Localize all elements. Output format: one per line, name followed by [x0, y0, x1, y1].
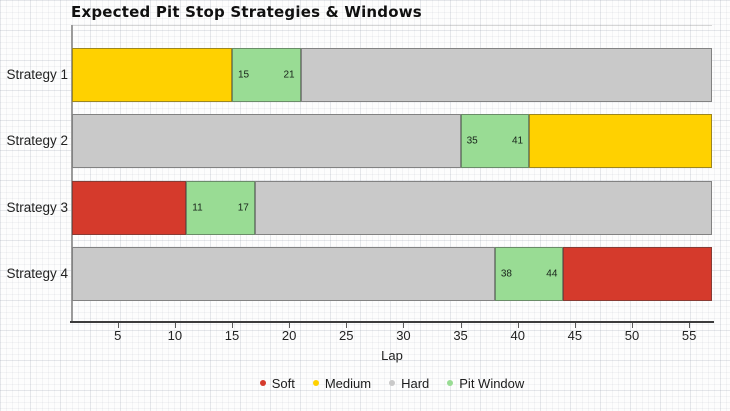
bar-segment-hard	[72, 246, 495, 301]
x-tick-mark	[460, 323, 462, 328]
legend-item-medium: Medium	[312, 375, 372, 391]
x-tick-label: 35	[453, 328, 468, 343]
x-tick-mark	[232, 323, 233, 328]
pit-window-end-label: 44	[546, 268, 558, 280]
pit-window-segment: 35 41	[460, 114, 530, 169]
bar-segment-hard	[254, 180, 712, 235]
y-axis-label: Strategy 1	[6, 67, 68, 82]
x-tick-mark	[346, 323, 348, 328]
legend-marker-hard	[389, 380, 396, 386]
x-tick-mark	[403, 323, 405, 328]
x-tick-label: 30	[396, 328, 411, 343]
pit-window-start-label: 38	[500, 268, 512, 280]
legend-label: Soft	[271, 375, 295, 391]
x-tick-mark	[632, 323, 633, 328]
legend-marker-soft	[259, 380, 266, 386]
y-axis-line	[71, 25, 73, 322]
legend-item-hard: Hard	[389, 376, 429, 391]
x-tick-label: 40	[510, 328, 525, 343]
pit-window-segment: 15 21	[232, 48, 301, 102]
legend-label: Medium	[324, 375, 372, 391]
y-axis-label: Strategy 2	[6, 133, 68, 149]
pit-window-end-label: 21	[283, 69, 295, 81]
x-tick-mark	[517, 323, 519, 328]
pit-window-segment: 38 44	[494, 246, 564, 301]
bar-segment-soft	[72, 180, 187, 235]
chart-title: Expected Pit Stop Strategies & Windows	[71, 3, 422, 21]
legend: Soft Medium Hard Pit Window	[42, 373, 730, 393]
bar-segment-soft	[563, 246, 712, 301]
pit-window-start-label: 15	[238, 69, 250, 81]
x-tick-label: 15	[224, 328, 240, 343]
pit-window-start-label: 35	[466, 135, 478, 147]
legend-marker-medium	[312, 380, 319, 386]
x-tick-label: 45	[567, 328, 583, 343]
legend-item-soft: Soft	[259, 375, 295, 391]
x-tick-mark	[574, 323, 576, 328]
x-tick-label: 20	[281, 328, 297, 343]
pit-window-segment: 11 17	[186, 180, 255, 235]
pit-window-end-label: 41	[512, 135, 524, 147]
legend-label: Hard	[401, 375, 430, 391]
bar-segment-hard	[300, 48, 712, 102]
x-tick-mark	[289, 323, 291, 328]
x-tick-mark	[174, 323, 176, 328]
y-axis-label: Strategy 3	[6, 199, 68, 215]
pit-window-start-label: 11	[192, 202, 203, 214]
x-tick-mark	[117, 323, 119, 328]
bar-segment-medium	[72, 48, 232, 102]
legend-item-pit-window: Pit Window	[447, 376, 524, 391]
legend-label: Pit Window	[459, 375, 525, 391]
bar-segment-medium	[529, 114, 712, 169]
x-tick-label: 5	[114, 328, 122, 343]
x-axis-label: Lap	[381, 348, 403, 363]
bar-segment-hard	[72, 114, 461, 169]
x-tick-label: 55	[681, 328, 697, 343]
x-tick-label: 10	[167, 328, 183, 343]
x-tick-label: 50	[624, 328, 640, 343]
y-axis-label: Strategy 4	[6, 265, 68, 281]
x-tick-mark	[689, 323, 691, 328]
pit-window-end-label: 17	[237, 202, 249, 214]
x-axis-line	[70, 321, 714, 323]
legend-marker-pit-window	[447, 380, 454, 386]
x-tick-label: 25	[339, 328, 354, 343]
plot-top-border	[71, 25, 712, 26]
